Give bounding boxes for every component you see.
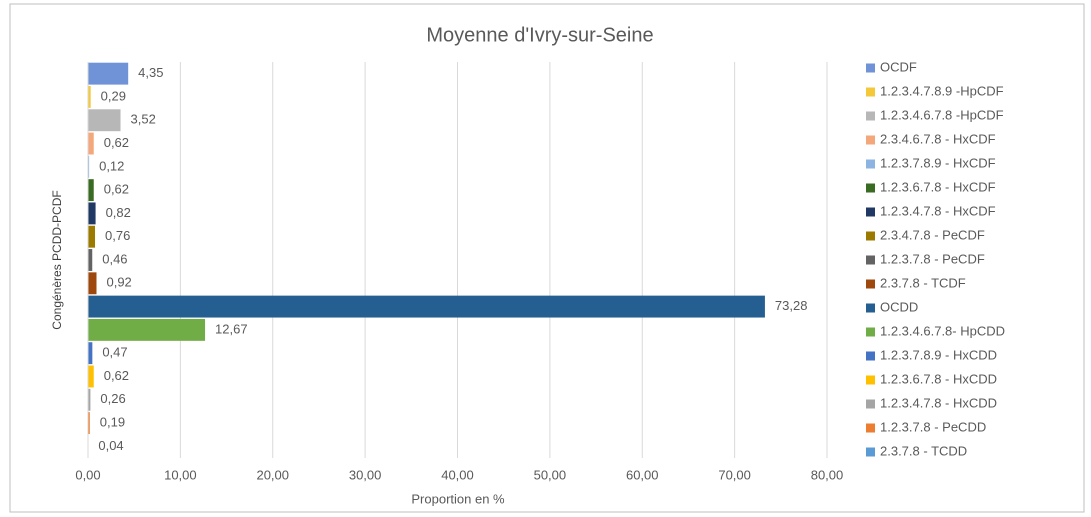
bar (88, 249, 93, 271)
legend-label: 1.2.3.4.7.8.9 -HpCDF (880, 83, 1004, 98)
legend-marker (866, 327, 875, 337)
bar (88, 155, 90, 178)
legend-marker (866, 87, 875, 97)
bar (88, 109, 121, 132)
bar (88, 412, 90, 435)
data-label: 0,62 (104, 182, 129, 197)
bar (88, 179, 94, 202)
data-label: 0,92 (106, 275, 131, 290)
chart-title: Moyenne d'Ivry-sur-Seine (426, 24, 653, 46)
legend-label: 1.2.3.7.8.9 - HxCDF (880, 155, 996, 170)
data-label: 0,12 (99, 158, 124, 173)
legend-label: 2.3.7.8 - TCDD (880, 443, 967, 458)
bar (88, 85, 91, 108)
legend-marker (866, 207, 875, 217)
legend-label: 2.3.4.6.7.8 - HxCDF (880, 131, 996, 146)
x-tick-label: 10,00 (164, 467, 197, 482)
data-label: 0,46 (102, 251, 127, 266)
x-axis-label: Proportion en % (411, 491, 505, 506)
bar (88, 295, 765, 318)
x-tick-label: 0,00 (75, 467, 100, 482)
data-label: 4,35 (138, 65, 163, 80)
x-tick-label: 20,00 (256, 467, 289, 482)
legend-label: 1.2.3.4.6.7.8- HpCDD (880, 323, 1005, 338)
data-label: 0,82 (106, 205, 131, 220)
bar (88, 225, 96, 248)
data-label: 0,62 (104, 368, 129, 383)
x-tick-label: 80,00 (811, 467, 844, 482)
legend-marker (866, 303, 875, 313)
y-axis-label: Congénères PCDD-PCDF (50, 190, 64, 329)
x-tick-label: 70,00 (718, 467, 751, 482)
bar (88, 342, 93, 365)
legend-marker (866, 159, 875, 169)
legend-marker (866, 423, 875, 433)
legend-label: OCDF (880, 59, 917, 74)
data-label: 0,04 (98, 438, 123, 453)
legend-marker (866, 183, 875, 193)
legend-label: 1.2.3.6.7.8 - HxCDD (880, 371, 997, 386)
bar (88, 318, 206, 341)
bar (88, 132, 94, 155)
legend-marker (866, 447, 875, 457)
legend-label: 1.2.3.6.7.8 - HxCDF (880, 179, 996, 194)
legend-label: 2.3.7.8 - TCDF (880, 275, 966, 290)
data-label: 3,52 (131, 112, 156, 127)
legend-label: 1.2.3.7.8 - PeCDF (880, 251, 985, 266)
legend-marker (866, 375, 875, 385)
legend-label: 1.2.3.4.6.7.8 -HpCDF (880, 107, 1004, 122)
legend-marker (866, 351, 875, 361)
legend-marker (866, 111, 875, 121)
data-label: 0,76 (105, 228, 130, 243)
data-label: 0,47 (102, 345, 127, 360)
legend-label: 1.2.3.4.7.8 - HxCDD (880, 395, 997, 410)
x-tick-label: 50,00 (534, 467, 567, 482)
data-label: 0,62 (104, 135, 129, 150)
data-label: 0,29 (101, 88, 126, 103)
bar (88, 365, 94, 388)
legend-marker (866, 63, 875, 73)
legend-label: 1.2.3.4.7.8 - HxCDF (880, 203, 996, 218)
bar (88, 272, 97, 295)
chart-frame (9, 3, 1085, 513)
legend-marker (866, 231, 875, 241)
x-tick-label: 60,00 (626, 467, 659, 482)
legend-marker (866, 255, 875, 265)
data-label: 73,28 (775, 298, 808, 313)
bar (88, 202, 96, 225)
x-tick-label: 40,00 (441, 467, 474, 482)
x-tick-label: 30,00 (349, 467, 382, 482)
data-label: 0,26 (100, 391, 125, 406)
legend-marker (866, 135, 875, 145)
legend-label: 1.2.3.7.8 - PeCDD (880, 419, 986, 434)
legend-label: OCDD (880, 299, 918, 314)
bar (88, 388, 91, 411)
legend-label: 2.3.4.7.8 - PeCDF (880, 227, 985, 242)
legend-marker (866, 279, 875, 289)
legend-marker (866, 399, 875, 409)
data-label: 12,67 (215, 321, 248, 336)
legend-label: 1.2.3.7.8.9 - HxCDD (880, 347, 997, 362)
bar (88, 62, 129, 85)
data-label: 0,19 (100, 414, 125, 429)
